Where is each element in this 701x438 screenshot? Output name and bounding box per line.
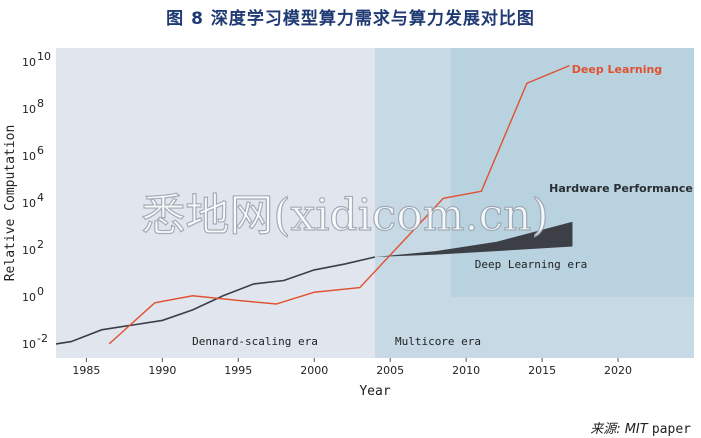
y-tick-exponent: 4 xyxy=(37,191,44,204)
x-axis-title: Year xyxy=(359,384,390,399)
x-tick-label: 2020 xyxy=(604,364,632,377)
deep-learning-era-region xyxy=(450,48,694,297)
y-tick-label: 10 xyxy=(22,56,36,69)
labels-layer: Dennard-scaling era Multicore era Deep Lea… xyxy=(192,63,693,348)
y-tick-exponent: 8 xyxy=(37,97,44,110)
hardware-performance-band xyxy=(375,221,573,258)
series-layer xyxy=(55,64,573,345)
y-axis-title: Relative Computation xyxy=(3,125,18,282)
source-org: MIT xyxy=(624,422,648,437)
y-tick-label: 10 xyxy=(22,244,36,257)
x-tick-label: 2000 xyxy=(300,364,328,377)
y-tick-exponent: -2 xyxy=(37,332,48,345)
era-regions xyxy=(56,48,694,358)
source-doc: paper xyxy=(651,422,691,437)
y-tick-label: 10 xyxy=(22,338,36,351)
x-tick-label: 1985 xyxy=(72,364,100,377)
y-tick-exponent: 0 xyxy=(37,285,44,298)
deep-learning-line xyxy=(108,64,570,345)
era-label-dennard: Dennard-scaling era xyxy=(192,335,318,348)
figure-title: 图 8 深度学习模型算力需求与算力发展对比图 xyxy=(166,9,535,29)
era-label-multicore: Multicore era xyxy=(395,335,481,348)
y-tick-label: 10 xyxy=(22,150,36,163)
hardware-performance-series-label: Hardware Performance xyxy=(549,182,693,195)
x-tick-label: 1990 xyxy=(148,364,176,377)
y-tick-label: 10 xyxy=(22,291,36,304)
deep-learning-series-label: Deep Learning xyxy=(572,63,662,76)
source-note: 来源: MIT paper xyxy=(590,418,691,437)
x-tick-label: 2005 xyxy=(376,364,404,377)
x-tick-label: 2010 xyxy=(452,364,480,377)
x-tick-label: 2015 xyxy=(528,364,556,377)
hardware-performance-line xyxy=(55,256,376,345)
y-tick-exponent: 6 xyxy=(37,144,44,157)
era-label-deep-learning: Deep Learning era xyxy=(475,258,588,271)
x-tick-label: 1995 xyxy=(224,364,252,377)
source-label: 来源: xyxy=(590,422,621,437)
watermark: 悉地网(xidicom.cn) xyxy=(141,190,548,241)
y-tick-label: 10 xyxy=(22,103,36,116)
y-tick-exponent: 2 xyxy=(37,238,44,251)
y-tick-exponent: 10 xyxy=(37,50,51,63)
y-tick-label: 10 xyxy=(22,197,36,210)
